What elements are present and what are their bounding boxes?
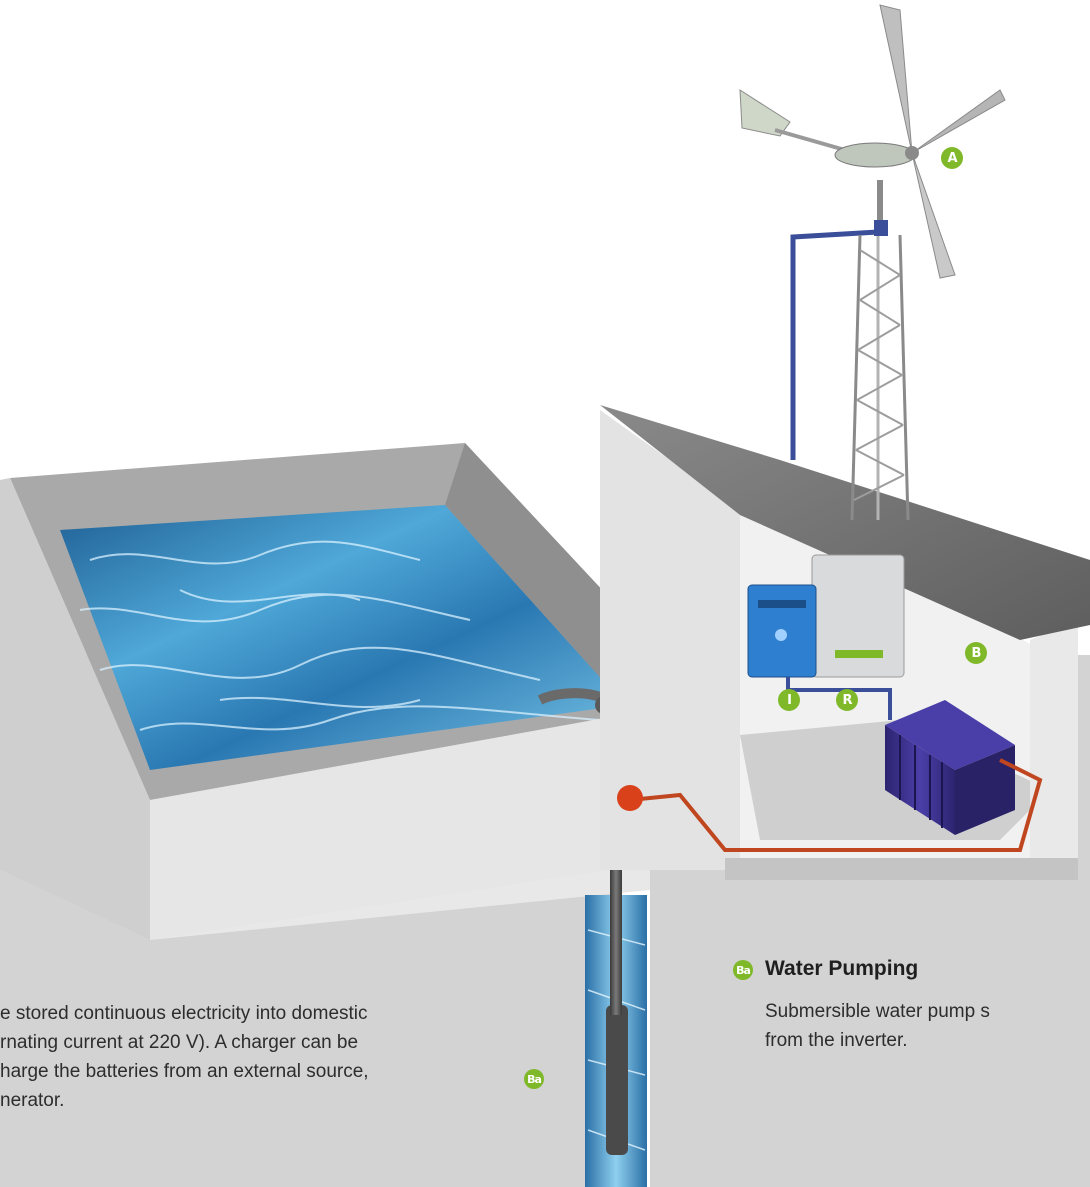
inverter-description-line-3: harge the batteries from an external sou…	[0, 1061, 369, 1082]
turbine-tower	[850, 234, 910, 521]
regulator-badge: R	[836, 689, 858, 711]
house-left-wall	[600, 410, 740, 870]
turbine-blade-2	[911, 152, 956, 279]
house-base-strip	[725, 858, 1078, 880]
batteries	[885, 700, 1015, 835]
pump-body	[606, 1005, 628, 1155]
turbine-blade-1	[879, 4, 913, 154]
inverter-description-line-2: rnating current at 220 V). A charger can…	[0, 1032, 359, 1053]
water-pumping-line-1: Submersible water pump s	[765, 1001, 990, 1022]
turbine-blade-3	[911, 89, 1006, 154]
regulator-unit	[811, 554, 905, 678]
inverter-badge: I	[778, 689, 800, 711]
cables	[617, 229, 1043, 852]
inverter-description-line-4: nerator.	[0, 1090, 65, 1111]
water-pumping-title: Water Pumping	[765, 957, 919, 980]
house-right-wall	[1030, 620, 1078, 862]
tank-front-wall	[150, 700, 705, 940]
pump-control-box	[617, 785, 643, 811]
electronics	[747, 554, 905, 678]
turbine-nacelle	[834, 142, 916, 168]
water-tank	[0, 443, 705, 940]
tank-left-outer-wall	[0, 478, 150, 940]
wind-turbine-badge: A	[941, 147, 963, 169]
pump-badge: Ba	[524, 1069, 544, 1089]
inverter-battery-cable	[786, 677, 892, 720]
water-ripples	[79, 540, 601, 731]
batteries-badge: B	[965, 642, 987, 664]
tank-inner-water	[60, 505, 625, 770]
water-pumping-line-2: from the inverter.	[765, 1030, 908, 1051]
water-pumping-badge: Ba	[733, 960, 753, 980]
turbine-cable	[790, 229, 879, 460]
roof	[600, 405, 1090, 640]
pump-power-cable	[629, 758, 1043, 852]
inverter-description-line-1: e stored continuous electricity into dom…	[0, 1003, 368, 1024]
wind-turbine	[739, 4, 1006, 279]
turbine-tail	[739, 89, 791, 137]
